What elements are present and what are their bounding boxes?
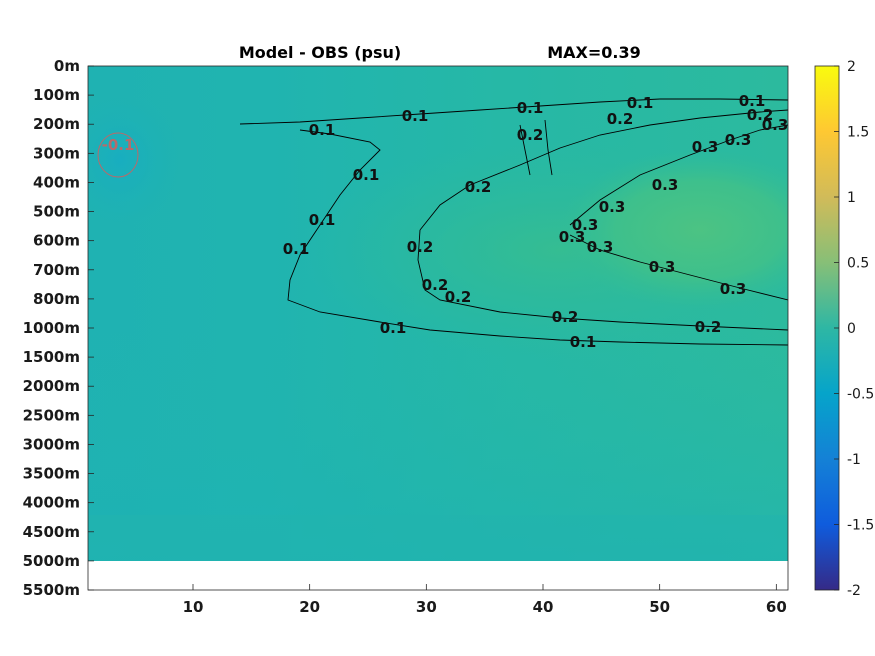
colorbar-tick-label: 1	[847, 190, 856, 206]
contour-label: 0.1	[739, 92, 766, 110]
contour-label: 0.2	[517, 126, 544, 144]
colorbar-tick-label: 2	[847, 59, 856, 75]
contour-label: 0.3	[652, 176, 679, 194]
heatmap-field	[88, 66, 788, 561]
contour-label: 0.1	[283, 240, 310, 258]
y-tick-label: 400m	[33, 173, 80, 191]
y-tick-label: 200m	[33, 115, 80, 133]
contour-label: 0.1	[517, 99, 544, 117]
x-tick-label: 30	[416, 598, 437, 616]
contour-label-negative: -0.1	[102, 136, 135, 154]
contour-label-group: 0.1 0.1 0.1 0.1 0.1 0.1 0.1 0.1 0.1 0.1 …	[102, 92, 789, 351]
contour-0.3-top	[519, 119, 553, 176]
y-tick-label: 300m	[33, 144, 80, 162]
negative-contour	[97, 132, 139, 178]
contour-lines	[239, 98, 788, 346]
chart-title: Model - OBS (psu)	[239, 43, 401, 62]
y-tick-label: 3000m	[23, 435, 80, 453]
contour-0.2	[417, 109, 788, 331]
contour-label: 0.1	[309, 121, 336, 139]
colorbar-tick-label: -2	[847, 583, 861, 599]
contour-label: 0.3	[559, 228, 586, 246]
x-tick-label: 20	[299, 598, 320, 616]
colorbar-tick-label: -1	[847, 452, 861, 468]
y-tick-label: 3500m	[23, 465, 80, 483]
contour-label: 0.3	[720, 280, 747, 298]
y-tick-label: 5500m	[23, 581, 80, 599]
y-tick-label: 5000m	[23, 552, 80, 570]
y-tick-label: 2500m	[23, 406, 80, 424]
y-tick-label: 1500m	[23, 348, 80, 366]
contour-label: 0.3	[599, 198, 626, 216]
colorbar-tick-label: 0	[847, 321, 856, 337]
contour-label: 0.2	[422, 276, 449, 294]
contour-label: 0.2	[552, 308, 579, 326]
contour-0.3	[569, 124, 788, 301]
contour-label: 0.2	[607, 110, 634, 128]
contour-label: 0.3	[762, 116, 789, 134]
colorbar-tick-label: 0.5	[847, 256, 869, 272]
y-tick-label: 2000m	[23, 377, 80, 395]
y-tick-label: 500m	[33, 203, 80, 221]
contour-label: 0.3	[692, 138, 719, 156]
max-annotation: MAX=0.39	[547, 43, 641, 62]
y-axis: 0m 100m 200m 300m 400m 500m 600m 700m 800m 1000m 1…	[23, 57, 94, 599]
contour-label: 0.2	[695, 318, 722, 336]
y-tick-label: 4500m	[23, 523, 80, 541]
colorbar-ticks: 2 1.5 1 0.5 0 -0.5 -1 -1.5 -2	[834, 59, 874, 599]
y-tick-label: 600m	[33, 232, 80, 250]
y-tick-label: 100m	[33, 86, 80, 104]
y-tick-label: 1000m	[23, 319, 80, 337]
x-tick-label: 60	[766, 598, 787, 616]
x-tick-label: 50	[649, 598, 670, 616]
contour-label: 0.1	[570, 333, 597, 351]
y-tick-label: 700m	[33, 261, 80, 279]
contour-label: 0.1	[402, 107, 429, 125]
contour-label: 0.3	[572, 216, 599, 234]
contour-label: 0.1	[627, 94, 654, 112]
contour-0.1-shelf	[287, 129, 788, 346]
x-tick-label: 40	[533, 598, 554, 616]
colorbar-tick-label: 1.5	[847, 125, 869, 141]
x-axis: 10 20 30 40 50 60	[183, 584, 787, 616]
contour-label: 0.3	[649, 258, 676, 276]
x-tick-label: 10	[183, 598, 204, 616]
y-tick-label: 4000m	[23, 494, 80, 512]
contour-label: 0.1	[353, 166, 380, 184]
contour-label: 0.2	[445, 288, 472, 306]
y-tick-label: 800m	[33, 290, 80, 308]
contour-label: 0.2	[407, 238, 434, 256]
contour-label: 0.2	[465, 178, 492, 196]
contour-label: 0.2	[747, 106, 774, 124]
y-tick-label: 0m	[54, 57, 80, 75]
missing-data-region	[88, 561, 788, 590]
contour-label: 0.1	[380, 319, 407, 337]
contour-label: 0.1	[309, 211, 336, 229]
colorbar-tick-label: -0.5	[847, 387, 874, 403]
contour-label: 0.3	[587, 238, 614, 256]
colorbar-tick-label: -1.5	[847, 518, 874, 534]
contour-label: 0.3	[725, 131, 752, 149]
contour-0.1-outer	[239, 98, 788, 125]
